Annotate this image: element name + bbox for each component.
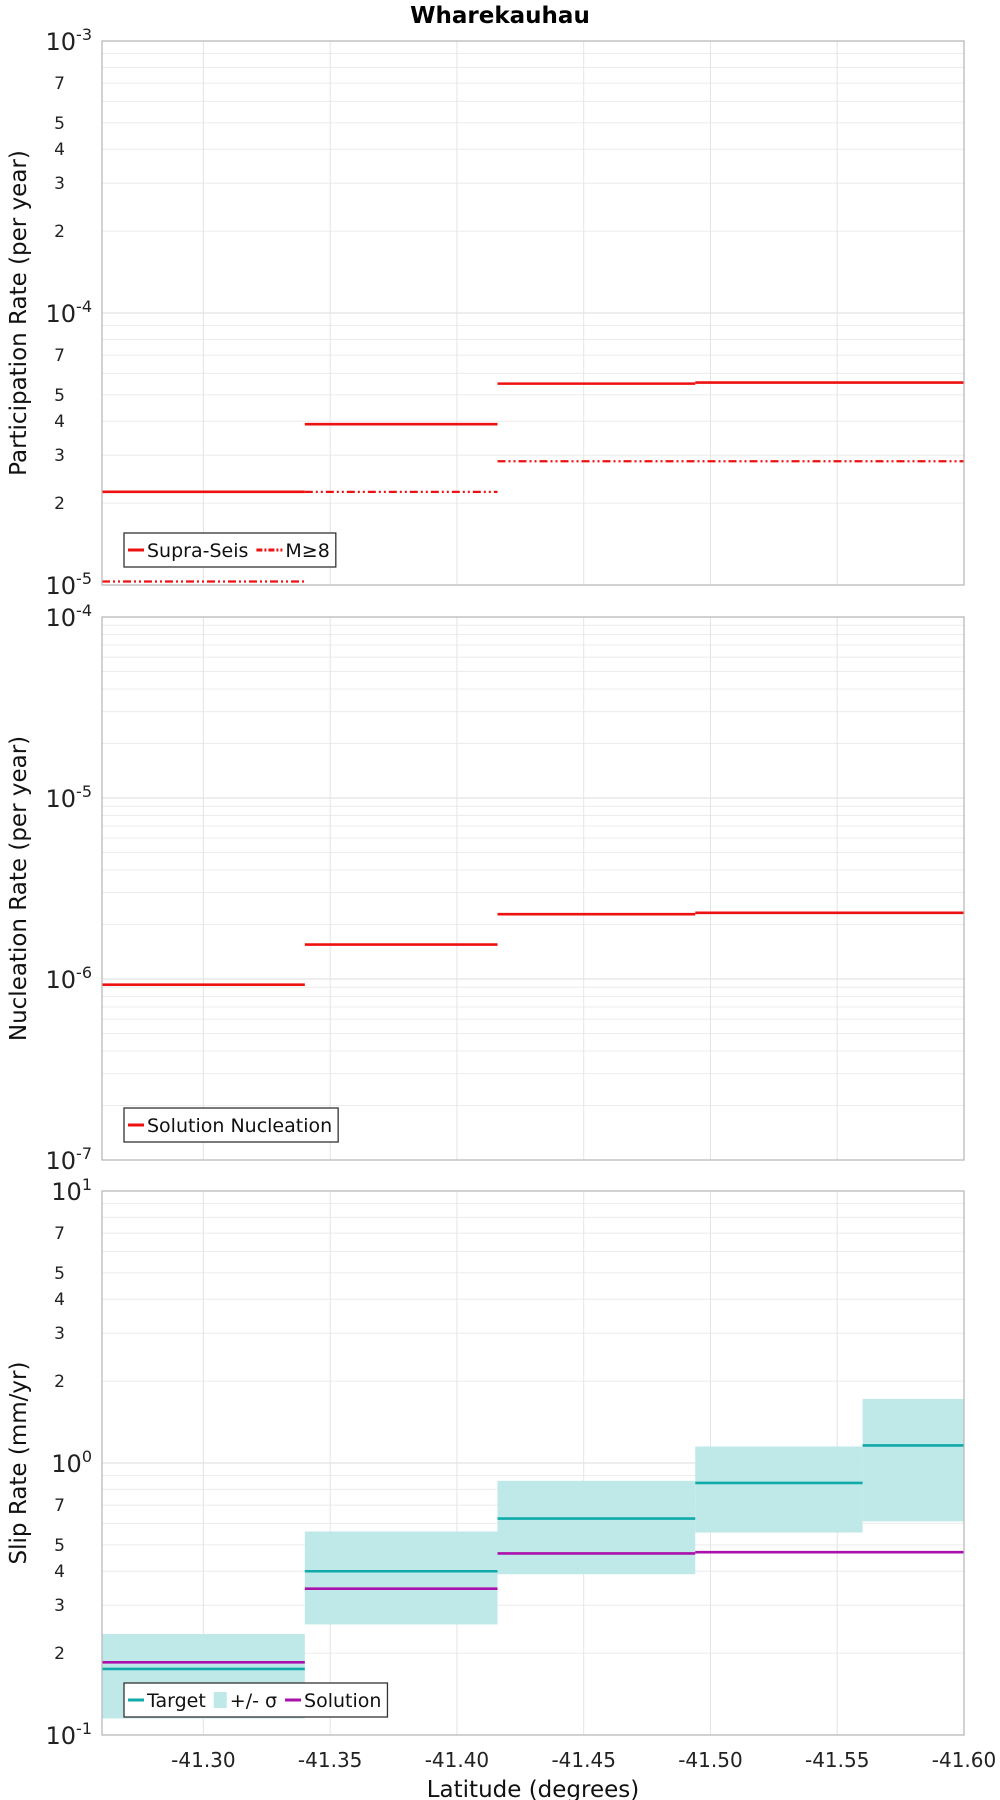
legend-label: M≥8 (285, 540, 329, 562)
x-tick-label: -41.45 (551, 1748, 615, 1772)
y-tick-label-major: 10-6 (46, 963, 93, 994)
series-solution (102, 1550, 964, 1664)
y-tick-label-minor: 2 (54, 222, 65, 242)
x-tick-label: -41.40 (425, 1748, 489, 1772)
plot-area (102, 617, 964, 1160)
y-tick-label-minor: 5 (54, 386, 65, 406)
chart-panel-2: 10-7 10-6 10-5 10-4 Nucleation Rate (per yea… (6, 601, 965, 1175)
y-tick-label-minor: 3 (54, 446, 65, 466)
series-supra-seis (102, 381, 964, 494)
x-tick-label: -41.35 (298, 1748, 362, 1772)
y-tick-label-minor: 4 (54, 140, 65, 160)
legend-box (123, 1682, 389, 1718)
y-tick-label-minor: 7 (54, 1496, 65, 1516)
band-segment (304, 1531, 498, 1625)
legend-label: Supra-Seis (147, 540, 248, 562)
plot-frame (101, 616, 965, 1161)
series-solution-nucleation (102, 911, 964, 987)
legend-swatch (213, 1692, 227, 1708)
y-tick-label-minor: 7 (54, 74, 65, 94)
y-tick-label-minor: 3 (54, 1596, 65, 1616)
band-segment (497, 1480, 696, 1575)
y-tick-label-minor: 3 (54, 1324, 65, 1344)
y-tick-label-minor: 2 (54, 1644, 65, 1664)
y-tick-label-major: 10-5 (46, 782, 93, 813)
y-tick-label-minor: 5 (54, 114, 65, 134)
y-tick-label-minor: 4 (54, 1562, 65, 1582)
y-tick-label-major: 10-4 (46, 601, 93, 632)
y-tick-labels: 10-1 100 101 2 3 4 5 7 2 3 4 5 7 (46, 1175, 93, 1750)
plot-frame (101, 1190, 965, 1736)
series-m-8 (102, 460, 964, 583)
chart-panel-1: 10-5 10-4 10-3 2 3 4 5 7 2 3 4 5 7 Participation Rate… (6, 3, 965, 600)
band-segment (862, 1398, 964, 1522)
x-tick-labels: -41.30 -41.35 -41.40 -41.45 -41.50 -41.55 -41.… (171, 1748, 996, 1772)
y-tick-label-minor: 5 (54, 1536, 65, 1556)
y-tick-label-major: 100 (51, 1447, 92, 1478)
y-tick-label-minor: 5 (54, 1264, 65, 1284)
y-tick-label-major: 10-1 (46, 1719, 93, 1750)
legend-box (123, 1107, 339, 1143)
legend-box (123, 532, 337, 568)
y-tick-label-minor: 4 (54, 412, 65, 432)
y-tick-label-minor: 2 (54, 1372, 65, 1392)
chart-title: Wharekauhau (410, 3, 590, 29)
y-tick-label-major: 101 (51, 1175, 92, 1206)
x-axis-label: Latitude (degrees) (427, 1777, 640, 1800)
y-tick-labels: 10-7 10-6 10-5 10-4 (46, 601, 93, 1175)
y-tick-label-minor: 7 (54, 1224, 65, 1244)
y-tick-label-major: 10-7 (46, 1144, 93, 1175)
x-tick-label: -41.50 (678, 1748, 742, 1772)
y-tick-label-minor: 3 (54, 174, 65, 194)
grid-lines (102, 41, 965, 586)
legend-label: +/- σ (230, 1690, 277, 1712)
y-axis-label: Nucleation Rate (per year) (6, 736, 32, 1041)
plot-frame (101, 40, 965, 586)
x-tick-label: -41.30 (171, 1748, 235, 1772)
y-tick-label-major: 10-4 (46, 297, 93, 328)
series-target (102, 1444, 964, 1671)
y-tick-label-minor: 7 (54, 346, 65, 366)
y-tick-label-minor: 2 (54, 494, 65, 514)
y-axis-label: Participation Rate (per year) (6, 150, 32, 476)
band-segment (695, 1446, 863, 1533)
x-tick-label: -41.60 (932, 1748, 996, 1772)
y-tick-label-major: 10-5 (46, 569, 93, 600)
legend: Target +/- σ Solution (123, 1682, 389, 1718)
legend: Supra-Seis M≥8 (123, 532, 337, 568)
x-tick-label: -41.55 (805, 1748, 869, 1772)
grid-lines (102, 617, 965, 1161)
legend-label: Solution (304, 1690, 381, 1712)
y-tick-label-minor: 4 (54, 1290, 65, 1310)
legend-label: Solution Nucleation (147, 1115, 332, 1137)
band-- (102, 1398, 964, 1719)
y-tick-labels: 10-5 10-4 10-3 2 3 4 5 7 2 3 4 5 7 (46, 25, 93, 600)
y-tick-label-major: 10-3 (46, 25, 93, 56)
legend: Solution Nucleation (123, 1107, 339, 1143)
legend-label: Target (146, 1690, 206, 1712)
y-axis-label: Slip Rate (mm/yr) (6, 1362, 32, 1565)
